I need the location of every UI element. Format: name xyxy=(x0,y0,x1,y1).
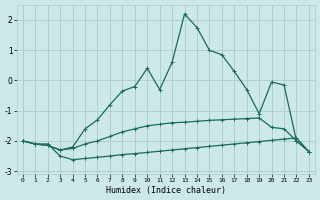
X-axis label: Humidex (Indice chaleur): Humidex (Indice chaleur) xyxy=(106,186,226,195)
